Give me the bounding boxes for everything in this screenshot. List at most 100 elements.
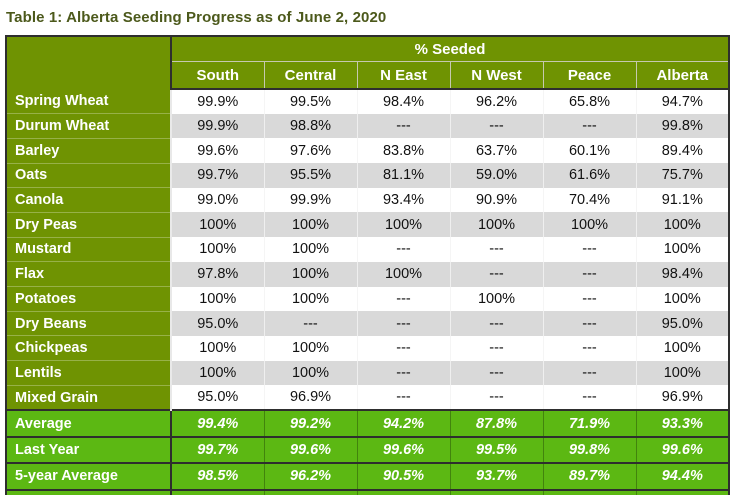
data-cell: 100% bbox=[635, 335, 730, 361]
row-label: Dry Peas bbox=[6, 211, 172, 238]
data-cell: --- bbox=[356, 286, 450, 312]
data-cell: 100% bbox=[263, 360, 357, 386]
data-cell: 100% bbox=[449, 286, 543, 312]
data-cell: 100% bbox=[263, 237, 357, 262]
data-cell: 91.1% bbox=[635, 187, 730, 213]
data-cell: 65.4% bbox=[356, 488, 450, 495]
data-cell: --- bbox=[356, 385, 450, 411]
data-cell: --- bbox=[542, 360, 636, 386]
data-cell: 89.4% bbox=[635, 138, 730, 164]
data-cell: 99.6% bbox=[170, 138, 264, 164]
table-header: % Seeded South Central N East N West Peace Al… bbox=[6, 36, 730, 90]
data-cell: 95.0% bbox=[170, 385, 264, 411]
crop-row-flax: Flax 97.8% 100% 100% --- --- 98.4% bbox=[6, 261, 730, 287]
row-label: Spring Wheat bbox=[6, 89, 172, 114]
data-cell: 79.0% bbox=[635, 488, 730, 495]
data-cell: 100% bbox=[449, 212, 543, 238]
data-cell: --- bbox=[542, 335, 636, 361]
summary-row-may-30-2017: May 30, 201798.2%88.8%65.4%67.5%56.6%79.… bbox=[6, 488, 730, 495]
column-header-row: South Central N East N West Peace Alberta bbox=[6, 61, 730, 90]
data-cell: 59.0% bbox=[449, 163, 543, 188]
data-cell: 98.2% bbox=[171, 488, 264, 495]
column-header-alberta: Alberta bbox=[635, 61, 730, 90]
data-cell: --- bbox=[356, 360, 450, 386]
column-header-n-east: N East bbox=[356, 61, 450, 90]
data-cell: 95.5% bbox=[263, 163, 357, 188]
data-cell: 97.6% bbox=[263, 138, 357, 164]
data-cell: 95.0% bbox=[635, 311, 730, 336]
table-title: Table 1: Alberta Seeding Progress as of … bbox=[6, 9, 387, 26]
data-cell: --- bbox=[356, 113, 450, 139]
data-cell: 100% bbox=[263, 261, 357, 287]
data-cell: 99.7% bbox=[170, 163, 264, 188]
crop-row-durum-wheat: Durum Wheat 99.9% 98.8% --- --- --- 99.8% bbox=[6, 113, 730, 139]
data-cell: 99.8% bbox=[542, 435, 636, 464]
data-cell: 99.6% bbox=[356, 435, 450, 464]
column-header-central: Central bbox=[263, 61, 357, 90]
column-header-n-west: N West bbox=[449, 61, 543, 90]
data-cell: 100% bbox=[263, 212, 357, 238]
data-cell: 99.5% bbox=[263, 89, 357, 114]
data-cell: 99.9% bbox=[170, 89, 264, 114]
crop-row-mixed-grain: Mixed Grain 95.0% 96.9% --- --- --- 96.9% bbox=[6, 384, 730, 411]
data-cell: 100% bbox=[635, 286, 730, 312]
crop-row-barley: Barley 99.6% 97.6% 83.8% 63.7% 60.1% 89.4% bbox=[6, 137, 730, 164]
data-cell: --- bbox=[356, 311, 450, 336]
data-cell: --- bbox=[263, 311, 357, 336]
corner-cell bbox=[6, 36, 172, 89]
data-cell: 90.5% bbox=[356, 462, 450, 490]
data-cell: 99.7% bbox=[171, 435, 264, 464]
data-cell: 100% bbox=[356, 212, 450, 238]
data-cell: --- bbox=[542, 311, 636, 336]
data-cell: 97.8% bbox=[170, 261, 264, 287]
crop-row-lentils: Lentils 100% 100% --- --- --- 100% bbox=[6, 360, 730, 386]
data-cell: 100% bbox=[635, 237, 730, 262]
data-cell: 98.8% bbox=[263, 113, 357, 139]
data-cell: 99.6% bbox=[263, 435, 357, 464]
crop-row-oats: Oats 99.7% 95.5% 81.1% 59.0% 61.6% 75.7% bbox=[6, 162, 730, 188]
data-cell: --- bbox=[542, 261, 636, 287]
data-cell: --- bbox=[542, 385, 636, 411]
data-cell: 99.9% bbox=[170, 113, 264, 139]
crop-row-mustard: Mustard 100% 100% --- --- --- 100% bbox=[6, 236, 730, 262]
group-header-seeded: % Seeded bbox=[171, 36, 730, 62]
crop-row-dry-peas: Dry Peas 100% 100% 100% 100% 100% 100% bbox=[6, 211, 730, 238]
row-label: 5-year Average bbox=[6, 462, 172, 490]
data-cell: 94.7% bbox=[635, 89, 730, 114]
data-cell: 98.4% bbox=[356, 89, 450, 114]
data-cell: --- bbox=[449, 237, 543, 262]
data-cell: 100% bbox=[356, 261, 450, 287]
data-cell: --- bbox=[542, 113, 636, 139]
data-cell: 56.6% bbox=[542, 488, 636, 495]
group-header-row: % Seeded bbox=[6, 36, 730, 89]
data-cell: 99.0% bbox=[170, 187, 264, 213]
data-cell: 96.9% bbox=[263, 385, 357, 411]
row-label: Barley bbox=[6, 137, 172, 164]
data-cell: 60.1% bbox=[542, 138, 636, 164]
data-cell: 95.0% bbox=[170, 311, 264, 336]
data-cell: 100% bbox=[542, 212, 636, 238]
data-cell: --- bbox=[449, 335, 543, 361]
data-cell: 96.9% bbox=[635, 385, 730, 411]
table-body: Spring Wheat 99.9% 99.5% 98.4% 96.2% 65.8% 94.… bbox=[6, 89, 730, 411]
data-cell: 94.4% bbox=[635, 462, 730, 490]
data-cell: 93.3% bbox=[635, 409, 730, 437]
data-cell: 100% bbox=[263, 335, 357, 361]
data-cell: 99.2% bbox=[263, 409, 357, 437]
data-cell: 75.7% bbox=[635, 163, 730, 188]
data-cell: 98.5% bbox=[171, 462, 264, 490]
data-cell: 100% bbox=[170, 335, 264, 361]
data-cell: --- bbox=[542, 286, 636, 312]
row-label: Lentils bbox=[6, 360, 172, 386]
data-cell: 100% bbox=[263, 286, 357, 312]
row-label: May 30, 2017 bbox=[6, 488, 172, 495]
data-cell: 71.9% bbox=[542, 409, 636, 437]
column-header-south: South bbox=[171, 61, 264, 90]
data-cell: --- bbox=[356, 237, 450, 262]
data-cell: 98.4% bbox=[635, 261, 730, 287]
data-cell: 100% bbox=[170, 237, 264, 262]
data-cell: 99.8% bbox=[635, 113, 730, 139]
data-cell: --- bbox=[449, 311, 543, 336]
data-cell: 93.4% bbox=[356, 187, 450, 213]
